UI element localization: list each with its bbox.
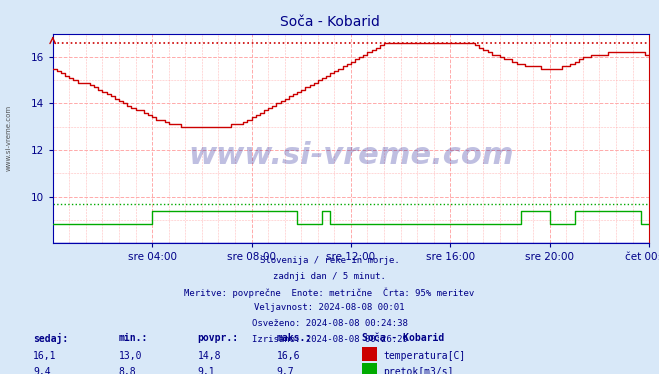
Text: Soča - Kobarid: Soča - Kobarid (279, 15, 380, 29)
Text: min.:: min.: (119, 333, 148, 343)
Text: Slovenija / reke in morje.: Slovenija / reke in morje. (260, 256, 399, 265)
Text: temperatura[C]: temperatura[C] (384, 351, 466, 361)
Text: Meritve: povprečne  Enote: metrične  Črta: 95% meritev: Meritve: povprečne Enote: metrične Črta:… (185, 288, 474, 298)
Text: www.si-vreme.com: www.si-vreme.com (5, 105, 12, 171)
Text: 9,4: 9,4 (33, 367, 51, 374)
Text: Izrisano: 2024-08-08 00:26:29: Izrisano: 2024-08-08 00:26:29 (252, 335, 407, 344)
Text: 16,6: 16,6 (277, 351, 301, 361)
Text: pretok[m3/s]: pretok[m3/s] (384, 367, 454, 374)
Text: 9,1: 9,1 (198, 367, 215, 374)
Text: Osveženo: 2024-08-08 00:24:38: Osveženo: 2024-08-08 00:24:38 (252, 319, 407, 328)
Text: maks.:: maks.: (277, 333, 312, 343)
Text: 13,0: 13,0 (119, 351, 142, 361)
Text: povpr.:: povpr.: (198, 333, 239, 343)
Text: sedaj:: sedaj: (33, 333, 68, 344)
Text: Soča - Kobarid: Soča - Kobarid (362, 333, 445, 343)
Text: 8,8: 8,8 (119, 367, 136, 374)
Text: Veljavnost: 2024-08-08 00:01: Veljavnost: 2024-08-08 00:01 (254, 303, 405, 312)
Text: 16,1: 16,1 (33, 351, 57, 361)
Text: zadnji dan / 5 minut.: zadnji dan / 5 minut. (273, 272, 386, 281)
Text: 14,8: 14,8 (198, 351, 221, 361)
Text: www.si-vreme.com: www.si-vreme.com (188, 141, 514, 170)
Text: 9,7: 9,7 (277, 367, 295, 374)
